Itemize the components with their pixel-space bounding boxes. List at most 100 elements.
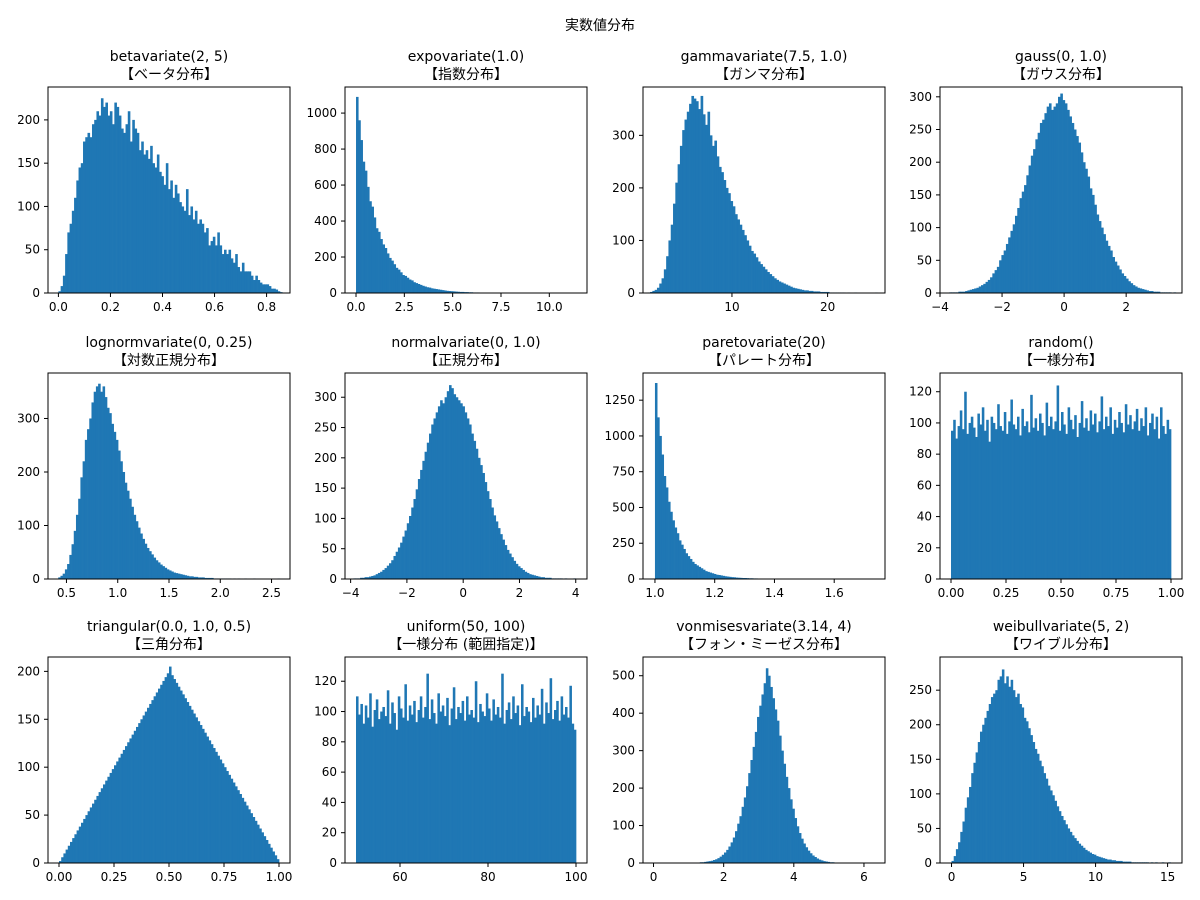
histogram-bar: [526, 572, 530, 579]
histogram-bar: [1083, 427, 1086, 579]
y-tick-label: 100: [612, 819, 635, 833]
histogram-bar: [83, 141, 86, 293]
histogram-bar: [1102, 429, 1106, 579]
y-tick-label: 0: [329, 856, 337, 870]
histogram-bar: [725, 187, 729, 293]
histogram-bar: [707, 571, 710, 579]
histogram-bar: [825, 861, 828, 863]
histogram-bar: [177, 686, 181, 863]
histogram-bar: [567, 717, 570, 863]
histogram-bar: [444, 716, 447, 863]
histogram-bar: [741, 229, 745, 293]
histogram-bar: [824, 291, 828, 293]
histogram-bar: [406, 277, 410, 293]
histogram-bar: [988, 704, 992, 863]
histogram-bar: [98, 792, 102, 863]
subplot-title: lognormvariate(0, 0.25): [85, 335, 252, 351]
histogram-bar: [130, 141, 133, 293]
histogram-bar: [1021, 408, 1024, 579]
histogram-bar: [1034, 748, 1038, 863]
histogram-bar: [1078, 142, 1082, 293]
x-tick-label: 60: [392, 870, 407, 884]
histogram-bar: [785, 284, 789, 293]
histogram-bar: [153, 696, 157, 863]
subplot-title: gauss(0, 1.0): [1015, 49, 1107, 65]
histogram-bar: [219, 245, 223, 293]
histogram-bar: [453, 394, 457, 579]
histogram-bar: [977, 413, 980, 579]
axes-frame: [642, 86, 886, 294]
histogram-bar: [1008, 686, 1011, 863]
histogram-bar: [364, 577, 368, 579]
histogram-bar: [1155, 291, 1159, 293]
histogram-bar: [774, 278, 777, 293]
histogram-bar: [406, 523, 410, 579]
histogram-bar: [960, 291, 964, 293]
histogram-bar: [367, 186, 370, 293]
x-tick-label: 0.6: [205, 300, 224, 314]
histogram-bar: [515, 563, 519, 579]
histogram-bar: [781, 750, 784, 863]
histogram-bar: [1112, 257, 1115, 293]
subplot: betavariate(2, 5) 【ベータ分布】 0.0 0.2 0.4 0.6 0.8 0…: [17, 49, 291, 314]
histogram-bar: [808, 290, 812, 293]
histogram-bar: [1101, 227, 1104, 293]
histogram-bar: [82, 461, 86, 579]
histogram-bar: [501, 673, 504, 863]
histogram-bar: [404, 530, 408, 579]
axes-frame: [939, 656, 1183, 864]
histogram-bar: [1062, 100, 1066, 293]
histogram-bar: [114, 102, 117, 293]
histogram-bar: [136, 132, 140, 293]
histogram-bar: [457, 291, 460, 293]
histogram-bar: [1044, 113, 1048, 293]
histogram-bar: [755, 257, 759, 293]
histogram-bar: [996, 266, 1000, 293]
y-tick-label: 100: [17, 760, 40, 774]
histogram-bar: [739, 816, 742, 863]
axes-frame: [344, 372, 588, 580]
histogram-bar: [419, 696, 423, 863]
y-tick-label: 750: [612, 465, 635, 479]
histogram-bar: [962, 429, 965, 579]
histogram-bar: [818, 859, 822, 863]
histogram-bar: [429, 433, 432, 579]
histogram-bar: [67, 232, 70, 293]
histogram-bar: [1008, 421, 1011, 579]
histogram-bar: [188, 215, 191, 293]
histogram-bar: [411, 280, 414, 293]
histogram-bar: [422, 285, 425, 293]
histogram-bar: [995, 690, 998, 863]
histogram-bar: [1003, 250, 1007, 293]
histogram-bar: [672, 520, 675, 579]
histogram-bar: [1036, 430, 1040, 579]
subplot-subtitle: 【一様分布 (範囲指定)】: [388, 636, 543, 653]
histogram-bar: [751, 250, 754, 293]
histogram-bar: [244, 271, 247, 293]
histogram-bars: [951, 669, 1171, 863]
histogram-bar: [177, 193, 180, 293]
histogram-bar: [1106, 859, 1110, 863]
histogram-bar: [732, 837, 736, 863]
histogram-bar: [448, 725, 451, 863]
histogram-bar: [992, 273, 995, 293]
histogram-bar: [435, 412, 439, 579]
histogram-bar: [169, 666, 172, 863]
histogram-bar: [89, 418, 92, 579]
histogram-bar: [419, 284, 423, 293]
histogram-bar: [136, 726, 139, 863]
subplot-title: paretovariate(20): [702, 335, 826, 351]
histogram-bar: [252, 817, 256, 863]
x-tick-label: 100: [565, 870, 588, 884]
y-tick-label: 0: [32, 856, 40, 870]
histogram-bar: [716, 574, 719, 579]
histogram-bar: [413, 282, 416, 293]
histogram-bar: [219, 759, 223, 863]
histogram-bar: [186, 702, 190, 863]
histogram-bar: [807, 850, 811, 863]
histogram-bar: [1082, 847, 1086, 863]
subplot: gauss(0, 1.0) 【ガウス分布】 −4 −2 0 2 0 50 100 150 200 25…: [909, 49, 1183, 314]
histogram-bar: [389, 257, 392, 293]
histogram-bar: [402, 536, 405, 579]
histogram-bar: [776, 720, 780, 863]
